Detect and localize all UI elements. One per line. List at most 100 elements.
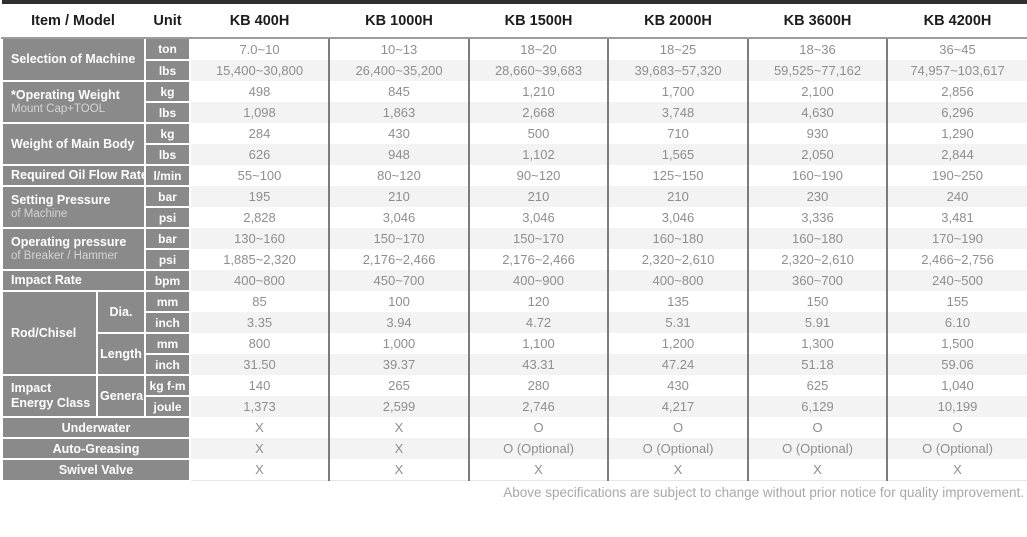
item-subtitle: of Machine [11, 208, 68, 220]
spec-value: 1,700 [607, 81, 749, 102]
spec-value: 3,481 [886, 207, 1027, 228]
item-subtitle: of Breaker / Hammer [11, 250, 118, 262]
unit-label: psi [144, 248, 192, 271]
spec-value: 2,828 [190, 207, 330, 228]
sub-item-label-length: Length [95, 332, 147, 376]
spec-value: 125~150 [607, 165, 749, 186]
spec-value: 3,748 [607, 102, 749, 123]
spec-value: X [747, 459, 888, 481]
spec-value: 400~800 [190, 270, 330, 291]
spec-value: 930 [747, 123, 888, 144]
spec-value: 430 [328, 123, 470, 144]
spec-value: 6,129 [747, 396, 888, 417]
spec-value: 10~13 [328, 38, 470, 60]
column-header-model-kb3600h: KB 3600H [747, 0, 888, 39]
spec-value: 2,466~2,756 [886, 249, 1027, 270]
disclaimer-note: Above specifications are subject to chan… [503, 484, 1024, 500]
spec-value: 3,046 [328, 207, 470, 228]
table-row: inch 31.50 39.37 43.31 47.24 51.18 59.06 [2, 353, 1027, 376]
table-row: Underwater X X O O O O [0, 416, 1027, 439]
spec-value: 210 [607, 186, 749, 207]
spec-value: 240~500 [886, 270, 1027, 291]
spec-value: 284 [190, 123, 330, 144]
spec-value: 140 [190, 375, 330, 396]
spec-value: 3.94 [328, 312, 470, 333]
spec-value: 190~250 [886, 165, 1027, 186]
spec-value: 240 [886, 186, 1027, 207]
spec-value: X [607, 459, 749, 481]
spec-value: X [328, 438, 470, 459]
spec-value: X [190, 417, 330, 438]
table-header: Item / Model Unit KB 400H KB 1000H KB 15… [2, 0, 1027, 39]
table-row: Operating pressure of Breaker / Hammer b… [0, 227, 1027, 271]
spec-value: 7.0~10 [190, 38, 330, 60]
feature-label-swivel-valve: Swivel Valve [0, 458, 192, 482]
spec-value: 400~800 [607, 270, 749, 291]
spec-value: 100 [328, 291, 470, 312]
spec-value: 18~20 [468, 38, 609, 60]
spec-value: X [328, 459, 470, 481]
spec-value: 210 [328, 186, 470, 207]
item-label-weight-of-main-body: Weight of Main Body [0, 122, 147, 166]
spec-value: 1,300 [747, 333, 888, 354]
table-row: lbs 1,098 1,863 2,668 3,748 4,630 6,296 [2, 101, 1027, 124]
spec-value: O [607, 417, 749, 438]
unit-label: lbs [144, 143, 192, 166]
feature-label-auto-greasing: Auto-Greasing [0, 437, 192, 460]
spec-value: 3.35 [190, 312, 330, 333]
spec-value: 2,599 [328, 396, 470, 417]
unit-label: mm [144, 332, 192, 355]
spec-value: 31.50 [190, 354, 330, 375]
spec-value: 2,320~2,610 [607, 249, 749, 270]
spec-value: 2,050 [747, 144, 888, 165]
spec-value: 59.06 [886, 354, 1027, 375]
header-row: Item / Model Unit KB 400H KB 1000H KB 15… [2, 0, 1027, 39]
unit-label: bar [144, 227, 192, 250]
spec-value: 18~25 [607, 38, 749, 60]
item-label-selection-of-machine: Selection of Machine [0, 37, 147, 82]
spec-value: 130~160 [190, 228, 330, 249]
unit-label: lbs [144, 59, 192, 82]
spec-value: 28,660~39,683 [468, 60, 609, 81]
table-row: Swivel Valve X X X X X X [0, 458, 1027, 482]
spec-value: 120 [468, 291, 609, 312]
spec-value: O (Optional) [886, 438, 1027, 459]
spec-value: 2,320~2,610 [747, 249, 888, 270]
spec-value: 39.37 [328, 354, 470, 375]
item-title: Impact Rate [11, 273, 82, 287]
unit-label: kg [144, 80, 192, 103]
spec-value: 2,746 [468, 396, 609, 417]
column-header-model-kb1500h: KB 1500H [468, 0, 609, 39]
table-row: psi 1,885~2,320 2,176~2,466 2,176~2,466 … [2, 248, 1027, 271]
spec-value: 430 [607, 375, 749, 396]
spec-value: 2,176~2,466 [328, 249, 470, 270]
spec-value: O (Optional) [468, 438, 609, 459]
unit-label: psi [144, 206, 192, 229]
item-title: Selection of Machine [11, 52, 136, 66]
spec-value: 160~180 [747, 228, 888, 249]
item-label-operating-weight: *Operating Weight Mount Cap+TOOL [0, 80, 147, 124]
spec-value: 1,098 [190, 102, 330, 123]
spec-value: 55~100 [190, 165, 330, 186]
table-row: inch 3.35 3.94 4.72 5.31 5.91 6.10 [2, 311, 1027, 334]
column-header-model-kb1000h: KB 1000H [328, 0, 470, 39]
spec-value: 450~700 [328, 270, 470, 291]
unit-label: kg [144, 122, 192, 145]
spec-value: 1,100 [468, 333, 609, 354]
spec-value: 4,217 [607, 396, 749, 417]
spec-value: 1,565 [607, 144, 749, 165]
column-header-model-kb4200h: KB 4200H [886, 0, 1027, 39]
spec-value: 90~120 [468, 165, 609, 186]
unit-label: bar [144, 185, 192, 208]
spec-value: 845 [328, 81, 470, 102]
unit-label: inch [144, 311, 192, 334]
spec-value: 5.31 [607, 312, 749, 333]
spec-value: 280 [468, 375, 609, 396]
spec-value: 5.91 [747, 312, 888, 333]
spec-value: X [886, 459, 1027, 481]
spec-value: 160~180 [607, 228, 749, 249]
spec-value: 43.31 [468, 354, 609, 375]
spec-value: 26,400~35,200 [328, 60, 470, 81]
table-row: psi 2,828 3,046 3,046 3,046 3,336 3,481 [2, 206, 1027, 229]
table-row: lbs 15,400~30,800 26,400~35,200 28,660~3… [2, 59, 1027, 82]
